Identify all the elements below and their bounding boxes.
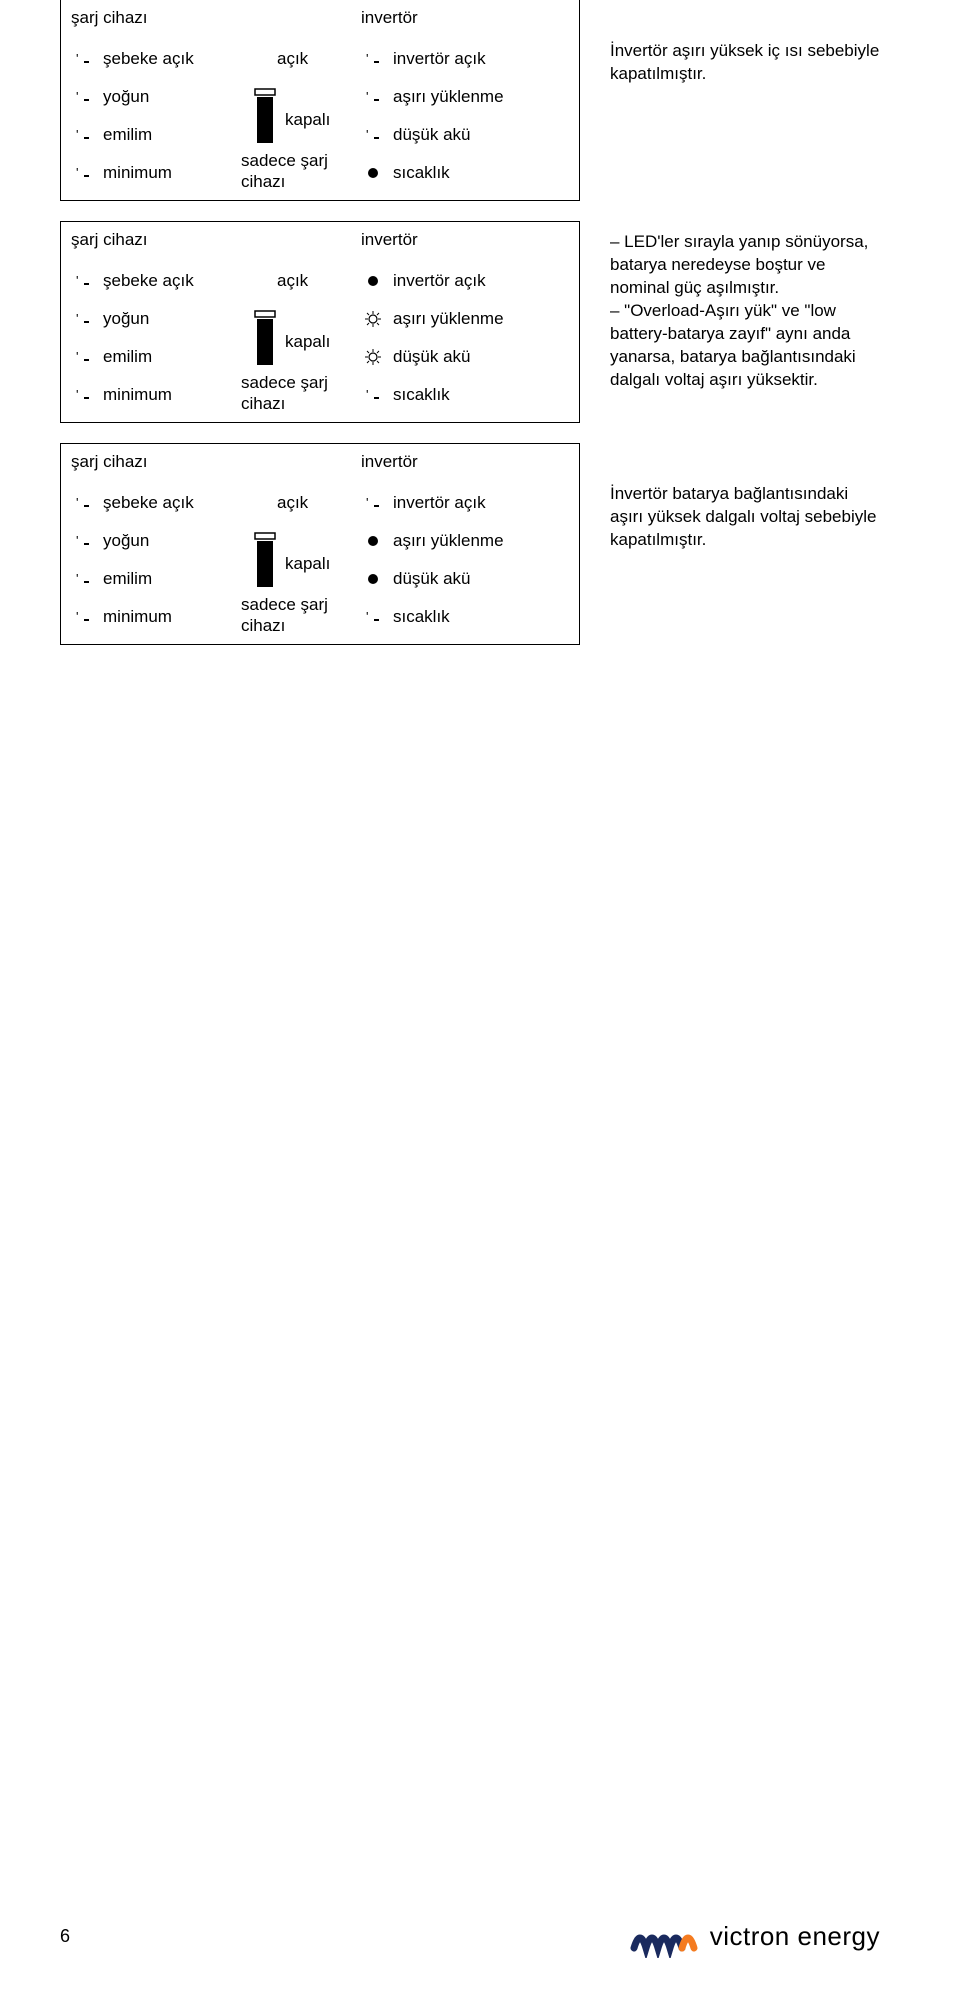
svg-text:': '	[366, 388, 368, 402]
panel-description: İnvertör aşırı yüksek iç ısı sebebiyle k…	[580, 0, 880, 86]
mid-label-open: açık	[277, 271, 308, 291]
tick-icon: '	[71, 350, 95, 364]
svg-text:': '	[76, 388, 78, 402]
label: sıcaklık	[393, 385, 450, 405]
tick-icon: '	[361, 610, 385, 624]
svg-text:kapalı: kapalı	[285, 332, 330, 351]
tick-icon: '	[71, 128, 95, 142]
blink-icon	[361, 349, 385, 365]
tick-icon: '	[71, 274, 95, 288]
mid-label-only: sadece şarjcihazı	[241, 151, 328, 192]
label: aşırı yüklenme	[393, 531, 504, 551]
mid-label-only: sadece şarjcihazı	[241, 373, 328, 414]
svg-text:': '	[366, 52, 368, 66]
label: invertör açık	[393, 49, 486, 69]
svg-text:': '	[76, 496, 78, 510]
dot-icon	[361, 274, 385, 288]
brand-logo: victron energy	[630, 1914, 880, 1958]
tick-icon: '	[71, 388, 95, 402]
tick-icon: '	[71, 90, 95, 104]
mid-label-only: sadece şarjcihazı	[241, 595, 328, 636]
svg-text:': '	[76, 350, 78, 364]
svg-text:': '	[366, 128, 368, 142]
mid-label-open: açık	[277, 493, 308, 513]
svg-text:': '	[76, 572, 78, 586]
tick-icon: '	[361, 388, 385, 402]
tick-icon: '	[71, 496, 95, 510]
page-number: 6	[60, 1926, 70, 1947]
charger-header: şarj cihazı	[71, 452, 241, 472]
label: minimum	[103, 163, 172, 183]
svg-text:': '	[366, 610, 368, 624]
svg-text:': '	[366, 90, 368, 104]
status-panel-3: şarj cihazı 'şebeke açık 'yoğun 'emilim …	[60, 443, 580, 645]
label: minimum	[103, 607, 172, 627]
logo-icon	[630, 1914, 700, 1958]
label: şebeke açık	[103, 271, 194, 291]
label: invertör açık	[393, 271, 486, 291]
label: düşük akü	[393, 569, 471, 589]
tick-icon: '	[71, 166, 95, 180]
switch-icon: kapalı	[241, 522, 361, 598]
label: düşük akü	[393, 347, 471, 367]
label: emilim	[103, 569, 152, 589]
switch-icon: kapalı	[241, 78, 361, 154]
svg-text:': '	[76, 52, 78, 66]
tick-icon: '	[71, 572, 95, 586]
mid-label-open: açık	[277, 49, 308, 69]
label: yoğun	[103, 309, 149, 329]
svg-text:': '	[76, 534, 78, 548]
label: düşük akü	[393, 125, 471, 145]
charger-header: şarj cihazı	[71, 8, 241, 28]
panel-description: İnvertör batarya bağlantısındaki aşırı y…	[580, 443, 880, 552]
tick-icon: '	[71, 610, 95, 624]
dot-icon	[361, 572, 385, 586]
switch-icon: kapalı	[241, 300, 361, 376]
svg-text:kapalı: kapalı	[285, 110, 330, 129]
label: şebeke açık	[103, 493, 194, 513]
panel-description: – LED'ler sırayla yanıp sönüyorsa, batar…	[580, 221, 880, 392]
label: sıcaklık	[393, 607, 450, 627]
label: minimum	[103, 385, 172, 405]
tick-icon: '	[361, 90, 385, 104]
dot-icon	[361, 534, 385, 548]
label: emilim	[103, 125, 152, 145]
svg-text:kapalı: kapalı	[285, 554, 330, 573]
tick-icon: '	[71, 52, 95, 66]
svg-text:': '	[76, 274, 78, 288]
inverter-header: invertör	[361, 452, 561, 472]
inverter-header: invertör	[361, 8, 561, 28]
dot-icon	[361, 166, 385, 180]
charger-header: şarj cihazı	[71, 230, 241, 250]
label: yoğun	[103, 87, 149, 107]
label: emilim	[103, 347, 152, 367]
label: sıcaklık	[393, 163, 450, 183]
svg-text:': '	[76, 90, 78, 104]
label: aşırı yüklenme	[393, 309, 504, 329]
tick-icon: '	[361, 128, 385, 142]
svg-text:': '	[76, 312, 78, 326]
label: şebeke açık	[103, 49, 194, 69]
tick-icon: '	[361, 496, 385, 510]
svg-text:': '	[76, 128, 78, 142]
status-panel-2: şarj cihazı 'şebeke açık 'yoğun 'emilim …	[60, 221, 580, 423]
label: yoğun	[103, 531, 149, 551]
tick-icon: '	[361, 52, 385, 66]
brand-text: victron energy	[710, 1921, 880, 1952]
svg-text:': '	[76, 166, 78, 180]
label: aşırı yüklenme	[393, 87, 504, 107]
blink-icon	[361, 311, 385, 327]
svg-text:': '	[76, 610, 78, 624]
label: invertör açık	[393, 493, 486, 513]
svg-text:': '	[366, 496, 368, 510]
tick-icon: '	[71, 312, 95, 326]
tick-icon: '	[71, 534, 95, 548]
status-panel-1: şarj cihazı 'şebeke açık 'yoğun 'emilim …	[60, 0, 580, 201]
inverter-header: invertör	[361, 230, 561, 250]
